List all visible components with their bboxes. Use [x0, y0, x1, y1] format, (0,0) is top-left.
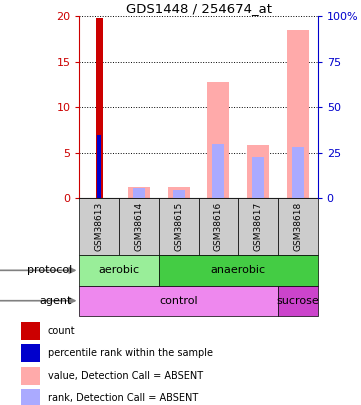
Bar — [119, 198, 159, 255]
Bar — [212, 144, 224, 198]
Bar — [173, 190, 184, 198]
Bar — [21, 322, 40, 340]
Text: protocol: protocol — [27, 265, 72, 275]
Bar — [128, 187, 150, 198]
Text: GSM38615: GSM38615 — [174, 202, 183, 252]
Bar — [97, 134, 101, 198]
Bar — [252, 158, 264, 198]
Title: GDS1448 / 254674_at: GDS1448 / 254674_at — [126, 2, 271, 15]
Bar — [21, 344, 40, 362]
Bar — [79, 198, 119, 255]
Bar — [79, 255, 159, 286]
Bar — [208, 82, 229, 198]
Text: rank, Detection Call = ABSENT: rank, Detection Call = ABSENT — [48, 393, 198, 403]
Bar — [159, 198, 199, 255]
Bar — [292, 147, 304, 198]
Bar — [159, 255, 318, 286]
Text: GSM38617: GSM38617 — [254, 202, 262, 252]
Bar — [168, 187, 190, 198]
Text: percentile rank within the sample: percentile rank within the sample — [48, 348, 213, 358]
Bar — [278, 198, 318, 255]
Bar — [79, 286, 278, 316]
Text: aerobic: aerobic — [99, 265, 140, 275]
Bar — [238, 198, 278, 255]
Text: GSM38613: GSM38613 — [95, 202, 104, 252]
Text: agent: agent — [40, 296, 72, 306]
Bar — [21, 367, 40, 385]
Bar — [199, 198, 238, 255]
Text: count: count — [48, 326, 75, 336]
Bar — [287, 30, 309, 198]
Text: anaerobic: anaerobic — [211, 265, 266, 275]
Text: GSM38616: GSM38616 — [214, 202, 223, 252]
Text: value, Detection Call = ABSENT: value, Detection Call = ABSENT — [48, 371, 203, 381]
Bar — [278, 286, 318, 316]
Text: GSM38618: GSM38618 — [293, 202, 302, 252]
Bar — [133, 188, 145, 198]
Text: sucrose: sucrose — [277, 296, 319, 306]
Text: GSM38614: GSM38614 — [135, 202, 143, 252]
Text: control: control — [160, 296, 198, 306]
Bar — [96, 18, 103, 198]
Bar — [21, 389, 40, 405]
Bar — [247, 145, 269, 198]
